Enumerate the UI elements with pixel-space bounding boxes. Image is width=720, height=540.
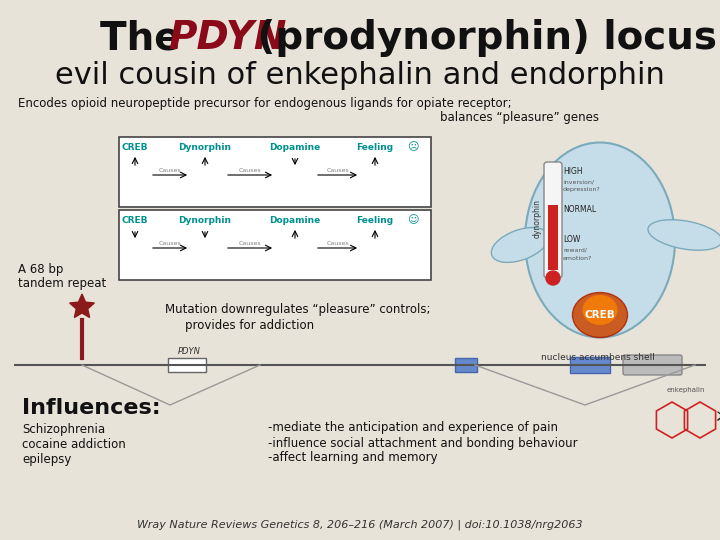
- Text: nucleus accumbens shell: nucleus accumbens shell: [541, 354, 655, 362]
- Text: CREB: CREB: [585, 310, 616, 320]
- Text: -influence social attachment and bonding behaviour: -influence social attachment and bonding…: [268, 436, 577, 449]
- Text: -affect learning and memory: -affect learning and memory: [268, 451, 438, 464]
- Text: cocaine addiction: cocaine addiction: [22, 438, 126, 451]
- Text: Causes: Causes: [158, 168, 181, 173]
- Text: The: The: [100, 19, 194, 57]
- Text: ☹: ☹: [408, 142, 419, 152]
- Text: PDYN: PDYN: [178, 347, 201, 355]
- Text: inversion/: inversion/: [563, 179, 594, 185]
- Text: NORMAL: NORMAL: [563, 206, 596, 214]
- Text: dynorphin: dynorphin: [533, 199, 541, 238]
- Text: enkephalin: enkephalin: [667, 387, 706, 393]
- Ellipse shape: [572, 293, 628, 338]
- Text: Schizophrenia: Schizophrenia: [22, 423, 105, 436]
- Text: LOW: LOW: [563, 235, 580, 245]
- Text: Causes: Causes: [326, 168, 348, 173]
- Text: HIGH: HIGH: [563, 167, 582, 177]
- Text: Causes: Causes: [239, 241, 261, 246]
- Text: tandem repeat: tandem repeat: [18, 276, 107, 289]
- FancyBboxPatch shape: [455, 358, 477, 372]
- Text: Dynorphin: Dynorphin: [179, 143, 232, 152]
- Ellipse shape: [525, 143, 675, 338]
- Text: Influences:: Influences:: [22, 398, 161, 418]
- Text: (prodynorphin) locus:: (prodynorphin) locus:: [244, 19, 720, 57]
- Text: epilepsy: epilepsy: [22, 454, 71, 467]
- Text: PDYN: PDYN: [168, 19, 287, 57]
- FancyBboxPatch shape: [119, 137, 431, 207]
- Text: A 68 bp: A 68 bp: [18, 264, 63, 276]
- Text: Feeling: Feeling: [356, 143, 394, 152]
- FancyBboxPatch shape: [623, 355, 682, 375]
- Text: Wray Nature Reviews Genetics 8, 206–216 (March 2007) | doi:10.1038/nrg2063: Wray Nature Reviews Genetics 8, 206–216 …: [138, 519, 582, 530]
- Text: depression?: depression?: [563, 187, 600, 192]
- Ellipse shape: [648, 220, 720, 250]
- Text: Causes: Causes: [158, 241, 181, 246]
- Text: CREB: CREB: [122, 143, 148, 152]
- Text: Dopamine: Dopamine: [269, 216, 320, 225]
- Text: Causes: Causes: [326, 241, 348, 246]
- FancyBboxPatch shape: [168, 358, 206, 372]
- FancyBboxPatch shape: [119, 210, 431, 280]
- Text: Causes: Causes: [239, 168, 261, 173]
- FancyBboxPatch shape: [570, 357, 610, 373]
- Text: Mutation downregulates “pleasure” controls;: Mutation downregulates “pleasure” contro…: [165, 303, 431, 316]
- FancyBboxPatch shape: [548, 205, 558, 270]
- Text: reward/: reward/: [563, 247, 587, 253]
- Ellipse shape: [546, 271, 560, 285]
- Text: ☺: ☺: [408, 215, 419, 225]
- Text: evil cousin of enkephalin and endorphin: evil cousin of enkephalin and endorphin: [55, 60, 665, 90]
- Text: CREB: CREB: [122, 216, 148, 225]
- Text: Feeling: Feeling: [356, 216, 394, 225]
- Text: Encodes opioid neuropeptide precursor for endogenous ligands for opiate receptor: Encodes opioid neuropeptide precursor fo…: [18, 98, 512, 111]
- Ellipse shape: [491, 227, 549, 262]
- Text: -mediate the anticipation and experience of pain: -mediate the anticipation and experience…: [268, 422, 558, 435]
- Ellipse shape: [582, 295, 618, 325]
- Text: provides for addiction: provides for addiction: [185, 319, 314, 332]
- Text: emotion?: emotion?: [563, 255, 593, 260]
- Text: Dynorphin: Dynorphin: [179, 216, 232, 225]
- Polygon shape: [70, 294, 94, 318]
- Text: Dopamine: Dopamine: [269, 143, 320, 152]
- FancyBboxPatch shape: [544, 162, 562, 278]
- Text: balances “pleasure” genes: balances “pleasure” genes: [440, 111, 599, 124]
